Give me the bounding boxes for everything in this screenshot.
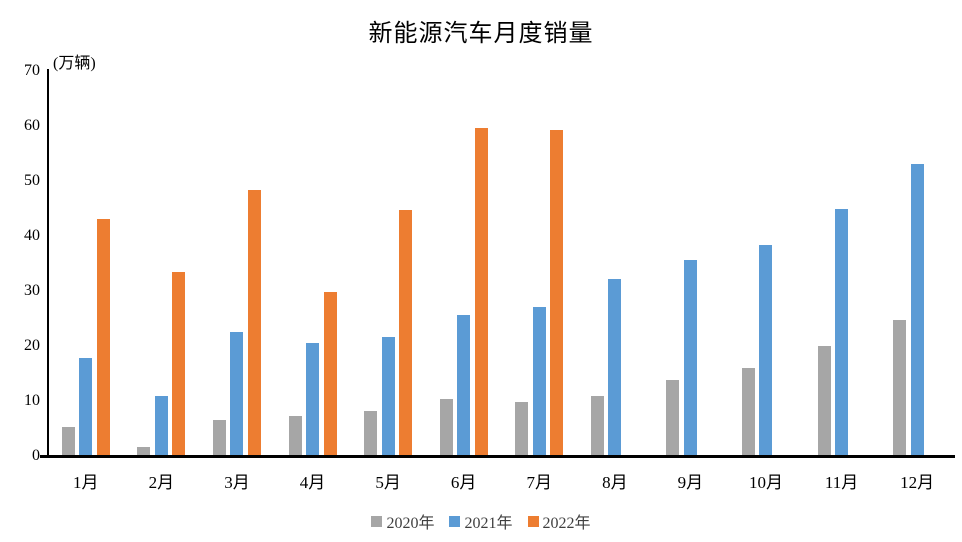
bar-2021年-10月 — [759, 245, 773, 456]
x-axis-label-6月: 6月 — [450, 473, 477, 492]
legend-label: 2020年 — [386, 515, 435, 532]
y-tick-label: 20 — [24, 337, 40, 354]
chart-title: 新能源汽车月度销量 — [368, 21, 594, 47]
bar-2020年-8月 — [590, 396, 604, 456]
bar-2021年-4月 — [306, 342, 320, 456]
y-axis-line — [47, 69, 49, 456]
bar-group-10月 — [728, 71, 804, 456]
x-axis-label-11月: 11月 — [824, 473, 859, 492]
y-axis-tick-labels: 0 10 20 30 40 50 60 70 — [0, 0, 40, 542]
bar-2020年-4月 — [288, 416, 302, 456]
plot-area — [40, 69, 955, 458]
bar-group-8月 — [577, 71, 653, 456]
bar-2020年-10月 — [741, 368, 755, 456]
bar-group-12月 — [879, 71, 955, 456]
legend-item-2020年: 2020年 — [371, 509, 434, 533]
bar-2022年-1月 — [96, 218, 110, 456]
y-tick-label: 60 — [24, 117, 40, 134]
x-axis-label-7月: 7月 — [526, 473, 553, 492]
x-axis-label-2月: 2月 — [148, 473, 175, 492]
legend-swatch-icon — [371, 515, 383, 527]
bar-group-7月 — [501, 71, 577, 456]
x-axis-line — [40, 455, 955, 458]
legend: 2020年 2021年 2022年 — [0, 509, 962, 533]
legend-item-2021年: 2021年 — [449, 509, 513, 533]
bar-2020年-9月 — [666, 380, 680, 456]
x-axis-label-12月: 12月 — [900, 473, 935, 492]
bar-group-9月 — [653, 71, 729, 456]
bars-container — [48, 71, 955, 456]
bar-2020年-2月 — [137, 447, 151, 456]
bar-2020年-1月 — [61, 427, 75, 456]
bar-2021年-9月 — [683, 259, 697, 456]
bar-2021年-3月 — [230, 331, 244, 456]
bar-2021年-8月 — [608, 279, 622, 456]
bar-2022年-6月 — [474, 128, 488, 456]
y-tick-label: 50 — [24, 172, 40, 189]
bar-2021年-12月 — [910, 163, 924, 456]
y-tick-label: 10 — [24, 392, 40, 409]
legend-label: 2021年 — [464, 515, 513, 532]
legend-swatch-icon — [527, 515, 539, 527]
bar-2021年-7月 — [532, 306, 546, 456]
bar-group-4月 — [275, 71, 351, 456]
x-axis-labels: 1月 2月 3月 4月 5月 6月 7月 8月 9月 10月 11月 12月 — [48, 468, 955, 493]
y-tick-label: 0 — [32, 447, 40, 464]
bar-group-5月 — [350, 71, 426, 456]
bar-2020年-6月 — [439, 398, 453, 456]
x-axis-label-8月: 8月 — [602, 473, 628, 492]
bar-2021年-1月 — [79, 357, 93, 456]
x-axis-label-1月: 1月 — [73, 473, 99, 492]
y-tick-label: 70 — [24, 62, 40, 79]
bar-2022年-4月 — [323, 291, 337, 456]
bar-group-6月 — [426, 71, 502, 456]
y-tick-label: 40 — [24, 227, 40, 244]
x-axis-label-9月: 9月 — [677, 473, 704, 492]
x-axis-label-4月: 4月 — [299, 473, 326, 492]
bar-2021年-6月 — [457, 315, 471, 456]
legend-swatch-icon — [449, 515, 461, 527]
bar-group-3月 — [199, 71, 275, 456]
x-axis-label-3月: 3月 — [224, 473, 250, 492]
bar-2020年-11月 — [817, 346, 831, 456]
y-axis-unit-label: (万辆) — [53, 55, 96, 72]
bar-group-2月 — [124, 71, 200, 456]
bar-2020年-7月 — [515, 402, 529, 456]
x-axis-label-10月: 10月 — [748, 473, 783, 492]
legend-item-2022年: 2022年 — [527, 509, 591, 533]
bar-2022年-2月 — [172, 272, 186, 456]
y-tick-label: 30 — [24, 282, 40, 299]
bar-2022年-3月 — [247, 189, 261, 456]
bar-2020年-12月 — [893, 319, 907, 456]
bar-2021年-5月 — [381, 336, 395, 456]
bar-2022年-5月 — [399, 210, 413, 456]
x-axis-label-5月: 5月 — [375, 473, 401, 492]
bar-2022年-7月 — [550, 129, 564, 456]
bar-2020年-5月 — [364, 410, 378, 456]
bar-2021年-2月 — [154, 395, 168, 456]
bar-2021年-11月 — [835, 208, 849, 456]
bar-group-11月 — [804, 71, 880, 456]
bar-group-1月 — [48, 71, 124, 456]
legend-label: 2022年 — [542, 515, 591, 532]
bar-2020年-3月 — [212, 420, 226, 456]
